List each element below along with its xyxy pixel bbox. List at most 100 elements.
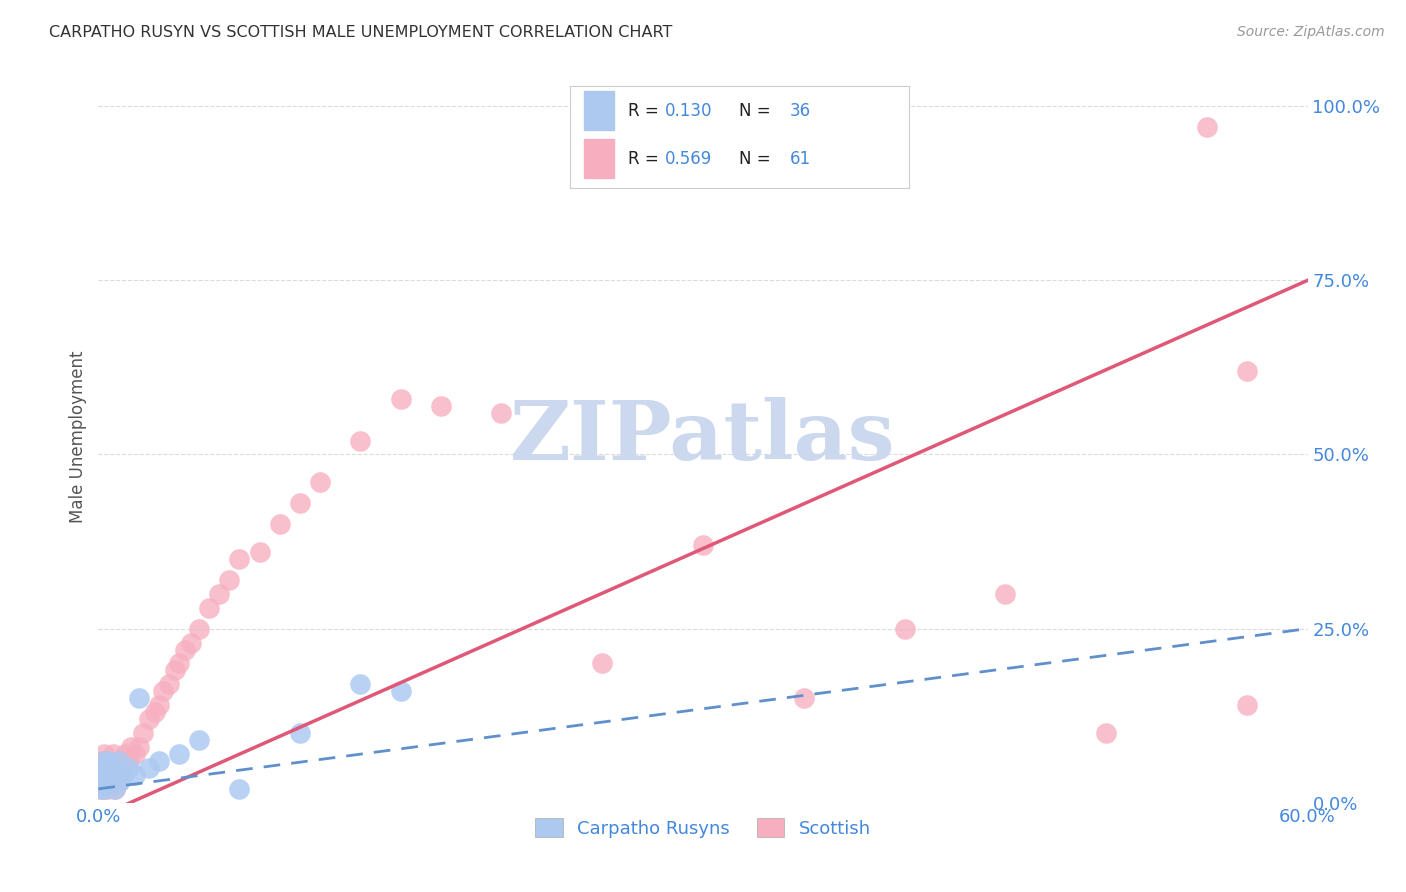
Point [288,496,311,510]
Point [96,778,118,792]
Point [430,399,453,413]
Point [152,684,174,698]
Point [93,781,115,796]
Point [124,768,146,782]
Text: Source: ZipAtlas.com: Source: ZipAtlas.com [1237,25,1385,39]
Point [100,761,122,775]
Point [93,754,115,768]
Point [228,781,250,796]
Point [124,747,146,761]
Point [100,775,122,789]
Point [1095,726,1118,740]
Point [180,635,202,649]
Y-axis label: Male Unemployment: Male Unemployment [69,351,87,524]
Point [103,761,125,775]
Point [591,657,613,671]
Point [349,434,371,448]
Point [101,761,124,775]
Point [97,754,120,768]
Point [120,740,142,755]
Point [91,761,114,775]
Point [91,775,114,789]
Point [97,781,120,796]
Point [107,754,129,768]
Point [111,768,134,782]
Point [174,642,197,657]
Point [107,754,129,768]
Point [100,761,122,775]
Point [198,600,221,615]
Point [110,761,132,775]
Point [97,768,120,782]
Point [96,761,118,775]
Point [100,775,122,789]
Point [105,768,128,782]
Point [101,775,124,789]
Point [91,754,114,768]
Text: ZIPatlas: ZIPatlas [510,397,896,477]
Point [97,754,120,768]
Point [1236,698,1258,713]
Point [249,545,271,559]
Point [994,587,1017,601]
Point [101,775,124,789]
Point [167,747,190,761]
Point [96,768,118,782]
Text: CARPATHO RUSYN VS SCOTTISH MALE UNEMPLOYMENT CORRELATION CHART: CARPATHO RUSYN VS SCOTTISH MALE UNEMPLOY… [49,25,672,40]
Point [89,768,111,782]
Point [101,747,124,761]
Point [288,726,311,740]
Point [93,768,115,782]
Point [103,781,125,796]
Point [91,772,114,786]
Point [96,761,118,775]
Point [107,775,129,789]
Point [132,726,155,740]
Point [93,781,115,796]
Point [1195,120,1218,134]
Point [93,747,115,761]
Point [143,705,166,719]
Point [111,768,134,782]
Point [167,657,190,671]
Point [97,775,120,789]
Point [309,475,332,490]
Point [218,573,240,587]
Point [188,733,211,747]
Point [157,677,180,691]
Point [105,768,128,782]
Point [188,622,211,636]
Point [793,691,815,706]
Point [103,768,125,782]
Point [138,761,160,775]
Point [138,712,160,726]
Point [148,754,170,768]
Point [349,677,371,691]
Point [163,664,186,678]
Point [97,768,120,782]
Point [128,691,150,706]
Point [128,740,150,755]
Point [118,761,141,775]
Point [89,775,111,789]
Point [1236,364,1258,378]
Point [93,768,115,782]
Point [91,781,114,796]
Point [114,747,136,761]
Point [208,587,231,601]
Point [148,698,170,713]
Point [103,781,125,796]
Legend: Carpatho Rusyns, Scottish: Carpatho Rusyns, Scottish [529,811,877,845]
Point [107,775,129,789]
Point [91,761,114,775]
Point [89,781,111,796]
Point [389,684,412,698]
Point [96,775,118,789]
Point [93,775,115,789]
Point [692,538,714,552]
Point [228,552,250,566]
Point [389,392,412,406]
Point [89,768,111,782]
Point [491,406,513,420]
Point [118,754,141,768]
